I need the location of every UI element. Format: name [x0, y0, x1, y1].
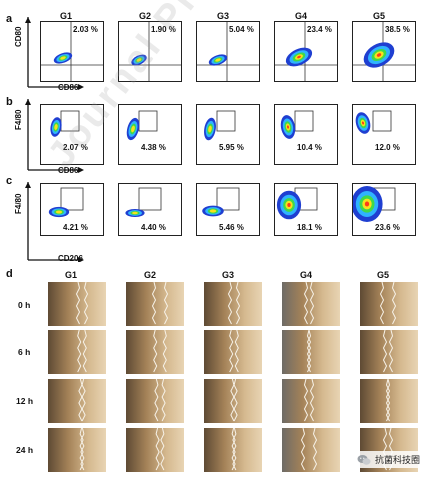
- panel-c-xlabel: CD206: [58, 254, 83, 263]
- density-blob: [353, 22, 415, 81]
- micrograph-g3-t0: [204, 282, 262, 326]
- flow-plot-a-g5: 38.5 %: [352, 21, 416, 82]
- panel-c-ylabel: F4/80: [14, 193, 23, 214]
- panel-a-xlabel: CD86: [58, 83, 79, 92]
- group-label-g1: G1: [59, 11, 72, 21]
- micrograph-g2-t3: [126, 428, 184, 472]
- flow-plot-c-g1: 4.21 %: [40, 183, 104, 236]
- percentage-label: 12.0 %: [375, 143, 400, 152]
- time-label-6h: 6 h: [18, 347, 31, 357]
- panel-letter-d: d: [6, 268, 13, 280]
- percentage-label: 23.6 %: [375, 223, 400, 232]
- density-blob: [275, 22, 337, 81]
- flow-plot-b-g4: 10.4 %: [274, 104, 338, 165]
- micrograph-g1-t3: [48, 428, 106, 472]
- panel-b-axes: [25, 99, 84, 173]
- time-label-0h: 0 h: [18, 300, 31, 310]
- percentage-label: 1.90 %: [151, 25, 176, 34]
- flow-plot-c-g4: 18.1 %: [274, 183, 338, 236]
- density-blob: [48, 187, 84, 218]
- micrograph-g3-t3: [204, 428, 262, 472]
- density-blob: [355, 110, 392, 134]
- flow-plot-a-g3: 5.04 %: [196, 21, 260, 82]
- density-blob: [353, 186, 396, 222]
- group-label-g3: G3: [216, 11, 229, 21]
- micrograph-g3-t2: [204, 379, 262, 423]
- micrograph-g2-t2: [126, 379, 184, 423]
- group-label-d-g2: G2: [143, 270, 156, 280]
- group-label-g2: G2: [138, 11, 151, 21]
- panel-letter-a: a: [6, 13, 13, 25]
- density-blob: [119, 22, 181, 81]
- micrograph-g5-t1: [360, 330, 418, 374]
- panel-b-xlabel: CD86: [58, 166, 79, 175]
- flow-plot-a-g4: 23.4 %: [274, 21, 338, 82]
- micrograph-g3-t1: [204, 330, 262, 374]
- percentage-label: 5.04 %: [229, 25, 254, 34]
- density-blob: [204, 110, 236, 141]
- flow-plot-a-g2: 1.90 %: [118, 21, 182, 82]
- micrograph-g1-t0: [48, 282, 106, 326]
- flow-plot-c-g5: 23.6 %: [352, 183, 416, 236]
- wechat-badge-text: 抗菌科技圈: [374, 455, 420, 465]
- micrograph-g2-t1: [126, 330, 184, 374]
- panel-a-ylabel: CD80: [14, 26, 23, 47]
- density-blob: [126, 110, 158, 141]
- flow-plot-b-g2: 4.38 %: [118, 104, 182, 165]
- group-label-d-g4: G4: [299, 270, 312, 280]
- density-blob: [280, 110, 314, 139]
- percentage-label: 38.5 %: [385, 25, 410, 34]
- density-blob: [202, 187, 240, 217]
- group-label-g5: G5: [372, 11, 385, 21]
- density-blob: [50, 110, 80, 137]
- time-label-12h: 12 h: [16, 396, 34, 406]
- density-blob: [125, 187, 162, 217]
- panel-letter-b: b: [6, 96, 13, 108]
- group-label-g4: G4: [294, 11, 307, 21]
- percentage-label: 4.21 %: [63, 223, 88, 232]
- group-label-d-g3: G3: [221, 270, 234, 280]
- percentage-label: 5.95 %: [219, 143, 244, 152]
- group-label-d-g1: G1: [64, 270, 77, 280]
- time-label-24h: 24 h: [16, 445, 34, 455]
- wechat-badge: 抗菌科技圈: [352, 451, 424, 468]
- percentage-label: 2.07 %: [63, 143, 88, 152]
- percentage-label: 5.46 %: [219, 223, 244, 232]
- micrograph-g4-t1: [282, 330, 340, 374]
- percentage-label: 2.03 %: [73, 25, 98, 34]
- flow-plot-a-g1: 2.03 %: [40, 21, 104, 82]
- percentage-label: 4.40 %: [141, 223, 166, 232]
- percentage-label: 18.1 %: [297, 223, 322, 232]
- micrograph-g1-t1: [48, 330, 106, 374]
- micrograph-g1-t2: [48, 379, 106, 423]
- flow-plot-b-g5: 12.0 %: [352, 104, 416, 165]
- flow-plot-b-g1: 2.07 %: [40, 104, 104, 165]
- micrograph-g2-t0: [126, 282, 184, 326]
- percentage-label: 10.4 %: [297, 143, 322, 152]
- panel-a-axes: [25, 17, 84, 90]
- panel-letter-c: c: [6, 175, 13, 187]
- flow-plot-b-g3: 5.95 %: [196, 104, 260, 165]
- panel-b-ylabel: F4/80: [14, 109, 23, 130]
- micrograph-g4-t3: [282, 428, 340, 472]
- wechat-icon: [357, 454, 371, 465]
- panel-c-axes: [25, 182, 84, 262]
- density-blob: [41, 22, 103, 81]
- percentage-label: 23.4 %: [307, 25, 332, 34]
- micrograph-g4-t0: [282, 282, 340, 326]
- micrograph-g5-t0: [360, 282, 418, 326]
- flow-plot-c-g2: 4.40 %: [118, 183, 182, 236]
- density-blob: [276, 187, 318, 220]
- group-label-d-g5: G5: [376, 270, 389, 280]
- micrograph-g5-t2: [360, 379, 418, 423]
- flow-plot-c-g3: 5.46 %: [196, 183, 260, 236]
- density-blob: [197, 22, 259, 81]
- micrograph-g4-t2: [282, 379, 340, 423]
- percentage-label: 4.38 %: [141, 143, 166, 152]
